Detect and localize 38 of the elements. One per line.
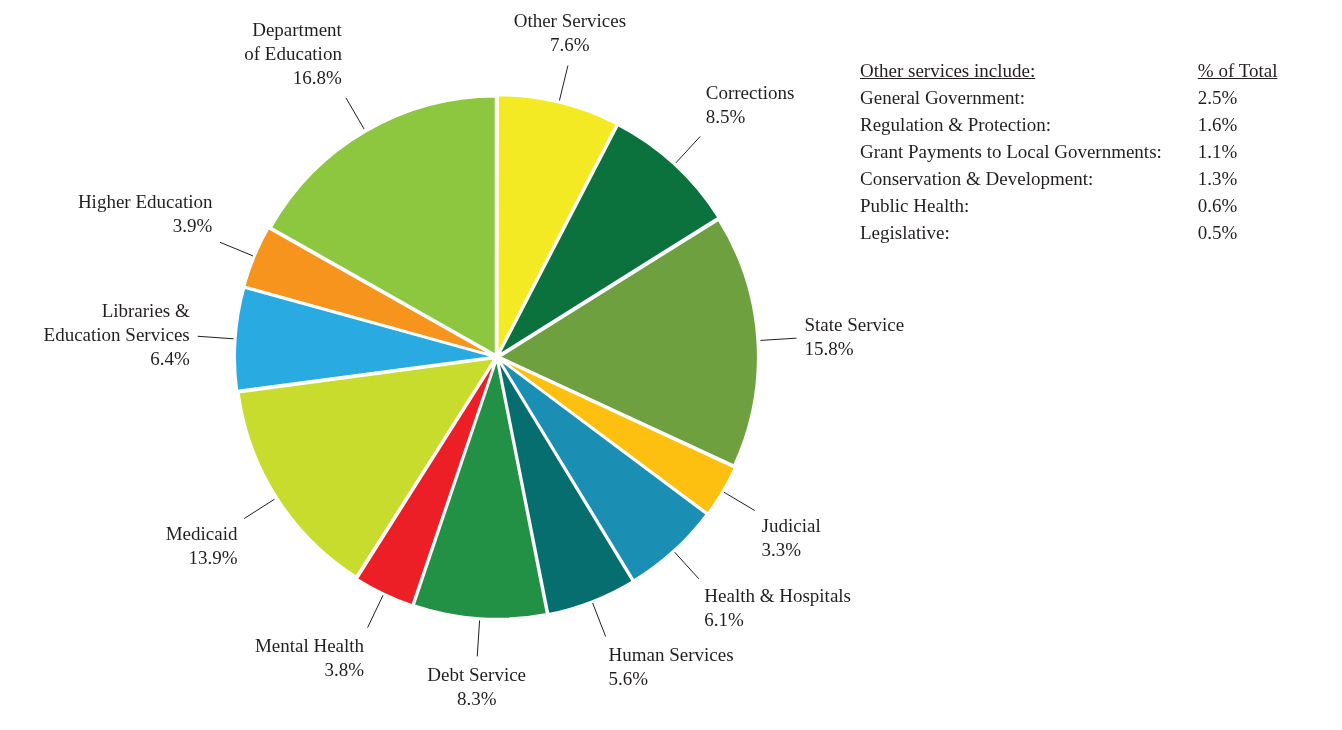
slice-label: Corrections (705, 82, 795, 104)
slice-label: Human Services (608, 644, 734, 666)
text: Grant Payments to Local Governments: (860, 141, 1162, 164)
text: Regulation & Protection: (860, 114, 1053, 137)
slice-label: Other Services (513, 9, 627, 31)
text: 1.6% (1196, 114, 1239, 137)
slice-label: Department of Education (244, 18, 343, 64)
text: 0.5% (1196, 222, 1239, 245)
text: 2.5% (1196, 87, 1239, 110)
text: % of Total (1196, 60, 1278, 83)
text: 1.1% (1196, 141, 1239, 164)
data-label: 15.8% (804, 337, 854, 359)
text: Public Health: (860, 195, 971, 218)
slice-label: State Service (804, 313, 905, 335)
slice-label: Debt Service (427, 664, 527, 686)
text: Legislative: (860, 222, 951, 245)
slice-label: Mental Health (254, 634, 365, 656)
text: 0.6% (1196, 195, 1239, 218)
slice-label: Judicial (761, 514, 821, 536)
data-label: 13.9% (188, 546, 238, 568)
text: Conservation & Development: (860, 168, 1095, 191)
text: General Government: (860, 87, 1027, 110)
slice-label: Libraries & Education Services (43, 299, 190, 345)
slice-label: Health & Hospitals (704, 584, 851, 606)
data-label: 8.3% (456, 688, 497, 710)
data-label: 8.5% (705, 106, 746, 128)
data-label: 3.9% (172, 215, 213, 237)
slice-label: Higher Education (77, 191, 213, 213)
data-label: 5.6% (608, 668, 649, 690)
data-label: 3.8% (324, 658, 365, 680)
text: Other services include: (860, 60, 1037, 83)
data-label: 16.8% (292, 66, 343, 88)
text: 1.3% (1196, 168, 1239, 191)
data-label: 3.3% (761, 538, 802, 560)
slice-label: Medicaid (165, 522, 238, 544)
data-label: 7.6% (550, 33, 590, 55)
data-label: 6.4% (150, 347, 190, 369)
data-label: 6.1% (704, 608, 745, 630)
